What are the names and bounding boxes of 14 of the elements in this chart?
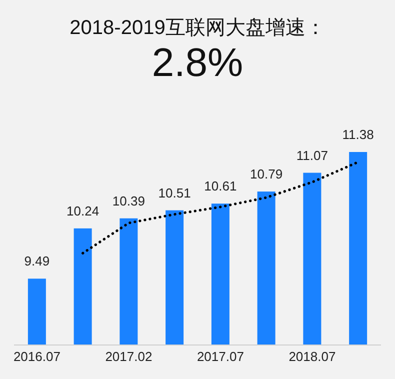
data-label: 10.39	[112, 193, 145, 208]
x-tick-label: 2017.02	[105, 349, 152, 364]
x-tick-label: 2017.07	[196, 349, 244, 364]
data-label: 10.51	[158, 185, 191, 200]
title: 2018-2019互联网大盘增速：	[70, 17, 326, 39]
data-label: 10.61	[204, 178, 237, 194]
x-tick-label: 2016.07	[13, 349, 60, 364]
x-tick-label: 2018.07	[288, 349, 336, 364]
data-label: 10.24	[66, 203, 100, 218]
data-label: 11.38	[342, 127, 374, 142]
subtitle: 2.8%	[152, 41, 244, 85]
data-label: 10.79	[250, 166, 283, 182]
data-label: 9.49	[24, 254, 50, 269]
data-label: 11.07	[296, 148, 328, 163]
